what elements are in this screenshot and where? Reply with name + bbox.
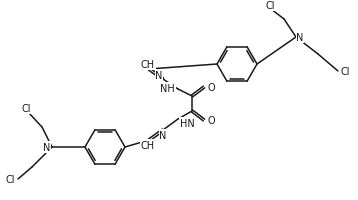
Text: O: O (207, 83, 215, 93)
Text: Cl: Cl (340, 67, 350, 77)
Text: N: N (43, 142, 51, 152)
Text: O: O (207, 115, 215, 125)
Text: Cl: Cl (5, 174, 15, 184)
Text: Cl: Cl (265, 1, 275, 11)
Text: Cl: Cl (21, 103, 31, 113)
Text: HN: HN (180, 118, 195, 128)
Text: N: N (159, 130, 167, 140)
Text: N: N (155, 71, 163, 81)
Text: NH: NH (160, 84, 175, 94)
Text: CH: CH (141, 60, 155, 70)
Text: CH: CH (141, 140, 155, 150)
Text: N: N (296, 33, 304, 43)
